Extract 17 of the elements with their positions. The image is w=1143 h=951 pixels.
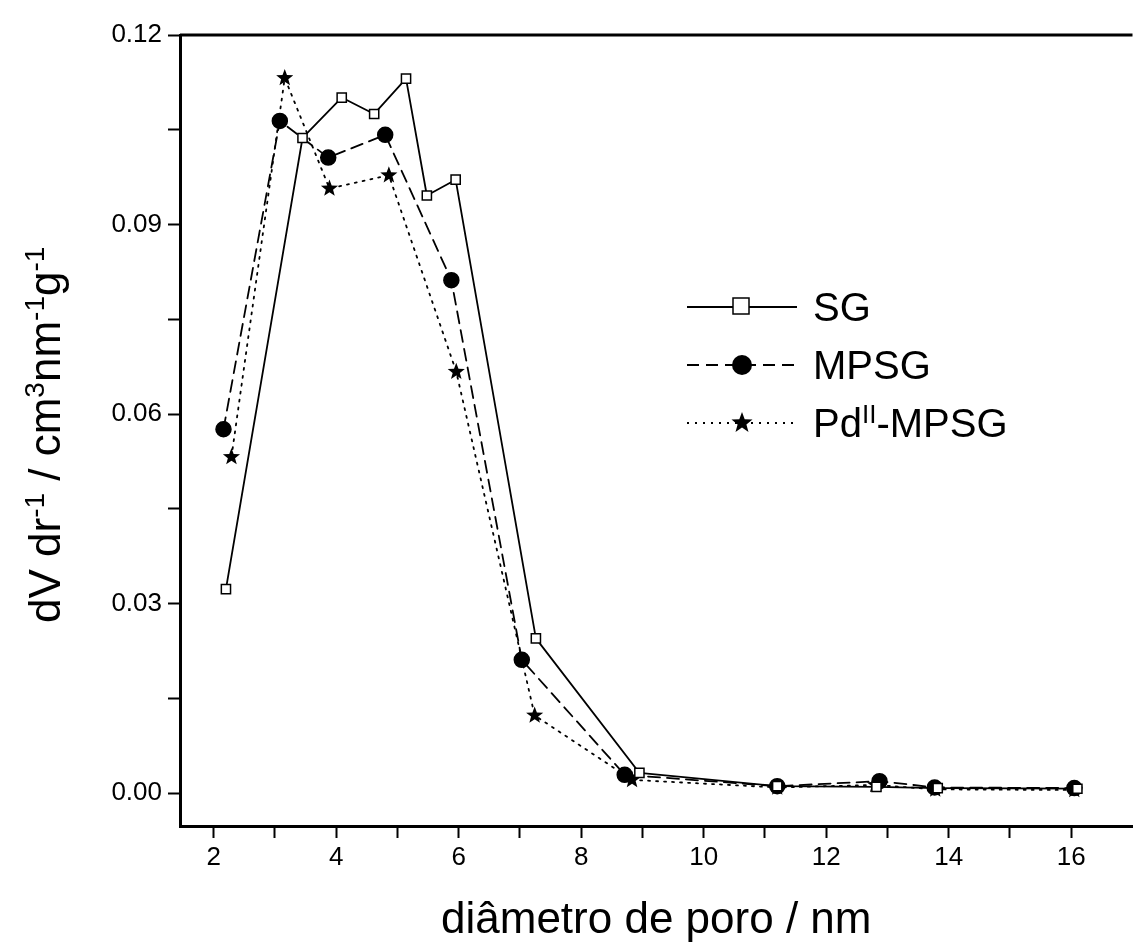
x-tick-label: 4 bbox=[328, 840, 344, 871]
y-tick-label: 0.03 bbox=[111, 586, 162, 617]
x-tick-label: 2 bbox=[206, 840, 221, 871]
y-tick-label: 0.06 bbox=[111, 397, 162, 428]
y-tick-label: 0.09 bbox=[111, 207, 162, 238]
x-tick-label: 8 bbox=[573, 840, 589, 871]
x-axis-title: diâmetro de poro / nm bbox=[441, 892, 872, 942]
y-tick-label: 0.00 bbox=[111, 776, 162, 807]
x-tick-label: 16 bbox=[1056, 840, 1086, 871]
legend-label: Pd$^{II}$-MPSG bbox=[813, 399, 1008, 447]
legend-label: SG bbox=[813, 284, 871, 330]
y-tick-label: 0.12 bbox=[111, 18, 162, 49]
legend-label: MPSG bbox=[813, 342, 931, 388]
x-tick-label: 14 bbox=[934, 840, 964, 871]
x-tick-label: 12 bbox=[811, 840, 841, 871]
x-tick-label: 6 bbox=[451, 840, 466, 871]
x-tick-label: 10 bbox=[689, 840, 719, 871]
